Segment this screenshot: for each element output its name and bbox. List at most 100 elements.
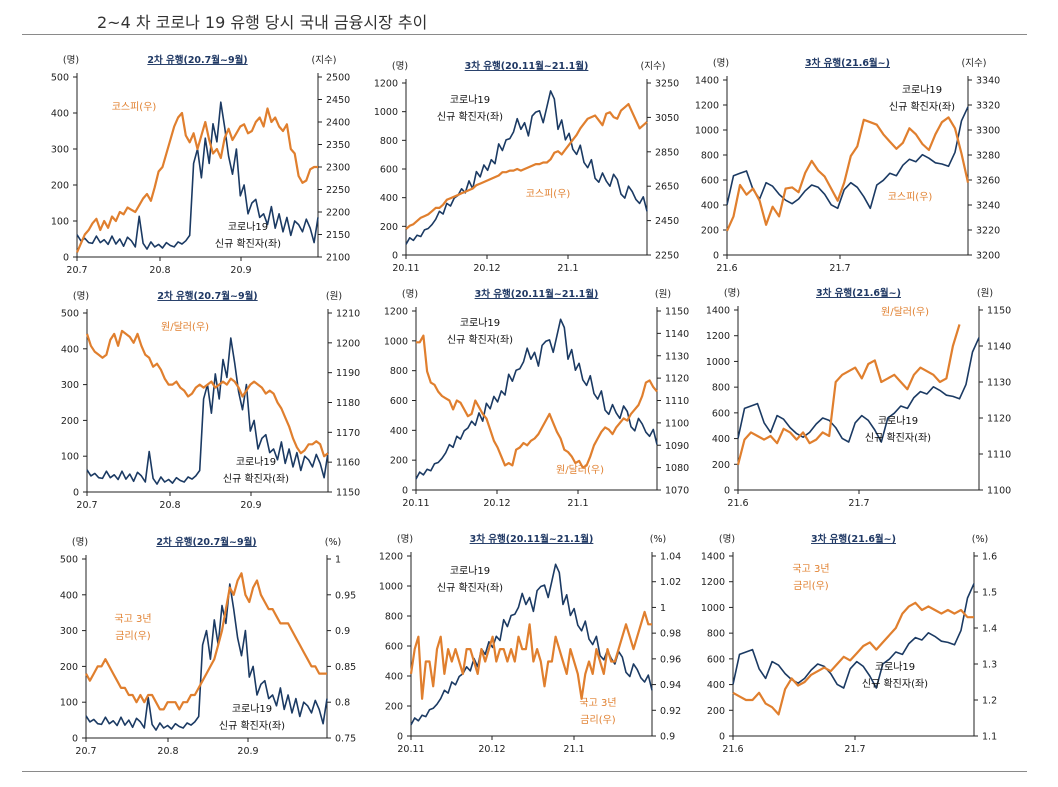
left-tick-label: 500 [60, 555, 78, 566]
cases-series-line [737, 337, 980, 443]
market-series-line [85, 329, 329, 458]
right-tick-label: 0.8 [335, 698, 350, 709]
panel-title: 2차 유행(20.7월~9월) [157, 290, 257, 302]
right-tick-label: 2450 [326, 95, 350, 106]
left-unit-label: (명) [63, 55, 79, 66]
right-tick-label: 1120 [665, 374, 689, 385]
panel-title: 3차 유행(20.11월~21.1월) [470, 533, 594, 545]
right-tick-label: 1100 [665, 418, 689, 429]
cases-series-line [85, 583, 328, 731]
market-series-label: 금리(우) [115, 630, 151, 642]
left-tick-label: 1200 [706, 331, 730, 342]
right-tick-label: 1150 [336, 488, 360, 499]
right-tick-label: 1.02 [660, 577, 681, 588]
right-tick-label: 1.3 [982, 660, 997, 671]
left-tick-label: 800 [701, 151, 719, 162]
right-tick-label: 3200 [976, 251, 1000, 262]
right-tick-label: 0.85 [335, 662, 356, 673]
market-series-label: 코스피(우) [526, 188, 571, 200]
left-tick-label: 1000 [379, 582, 403, 593]
right-tick-label: 1 [660, 603, 666, 614]
right-tick-label: 1170 [336, 428, 360, 439]
right-tick-label: 1.5 [982, 588, 997, 599]
left-tick-label: 1000 [695, 126, 719, 137]
x-tick-label: 21.6 [727, 498, 748, 509]
right-tick-label: 2450 [655, 216, 679, 227]
right-tick-label: 3220 [976, 226, 1000, 237]
right-tick-label: 0.96 [660, 654, 681, 665]
left-tick-label: 200 [712, 460, 730, 471]
chart-panel-p6: 1400 1200 1000 800 600 400 200 0 1150 1140 1130 112… [706, 287, 1011, 509]
right-tick-label: 0.9 [660, 732, 675, 743]
left-unit-label: (명) [73, 291, 89, 302]
left-tick-label: 600 [707, 654, 725, 665]
cases-series-label: 신규 확진자(좌) [219, 720, 285, 732]
left-tick-label: 400 [701, 201, 719, 212]
right-tick-label: 1.04 [660, 552, 681, 563]
page-title: 2~4 차 코로나 19 유행 당시 국내 금융시장 추이 [97, 13, 428, 32]
left-tick-label: 0 [73, 488, 79, 499]
left-tick-label: 1200 [384, 307, 408, 318]
chart-panel-p4: 500 400 300 200 100 0 1210 1200 1190 1180 1170 1160… [61, 290, 360, 511]
left-tick-label: 400 [51, 109, 69, 120]
left-tick-label: 300 [51, 145, 69, 156]
left-tick-label: 100 [51, 217, 69, 228]
x-tick-label: 20.12 [478, 744, 505, 755]
cases-series-label: 코로나19 [875, 661, 915, 673]
x-tick-label: 20.7 [76, 500, 97, 511]
left-tick-label: 200 [390, 456, 408, 467]
right-tick-label: 1160 [336, 458, 360, 469]
x-tick-label: 20.7 [66, 265, 87, 276]
right-tick-label: 2200 [326, 208, 350, 219]
right-unit-label: (%) [972, 534, 988, 545]
left-tick-label: 1200 [695, 101, 719, 112]
market-series-label: 코스피(우) [888, 191, 933, 203]
cases-series-line [732, 583, 975, 689]
right-tick-label: 3260 [976, 176, 1000, 187]
left-tick-label: 500 [61, 309, 79, 320]
market-series-line [75, 107, 318, 253]
left-tick-label: 600 [385, 642, 403, 653]
right-tick-label: 1070 [665, 486, 689, 497]
cases-series-label: 코로나19 [232, 703, 272, 715]
left-tick-label: 1200 [701, 577, 725, 588]
panel-title: 3차 유행(21.6월~) [811, 533, 896, 545]
x-tick-label: 20.9 [237, 746, 258, 757]
x-tick-label: 20.8 [157, 746, 178, 757]
x-tick-label: 20.11 [397, 744, 424, 755]
chart-panel-p1: 500 400 300 200 100 0 2500 2450 2400 2350 2300 2250… [51, 54, 350, 276]
left-tick-label: 500 [51, 73, 69, 84]
x-tick-label: 21.6 [722, 744, 743, 755]
left-unit-label: (명) [402, 289, 418, 300]
cases-series-label: 코로나19 [450, 565, 490, 577]
right-tick-label: 1 [335, 555, 341, 566]
right-tick-label: 1140 [665, 329, 689, 340]
x-tick-label: 20.9 [230, 265, 251, 276]
cases-series-label: 코로나19 [878, 415, 918, 427]
right-unit-label: (%) [650, 534, 666, 545]
right-tick-label: 1090 [665, 441, 689, 452]
right-tick-label: 3300 [976, 126, 1000, 137]
market-series-line [405, 102, 648, 230]
x-tick-label: 21.7 [848, 498, 869, 509]
right-unit-label: (%) [325, 537, 341, 548]
right-tick-label: 1080 [665, 463, 689, 474]
left-tick-label: 400 [60, 590, 78, 601]
right-tick-label: 0.98 [660, 629, 681, 640]
bottom-divider [22, 771, 1027, 772]
panel-title: 3차 유행(21.6월~) [816, 287, 901, 299]
right-tick-label: 1180 [336, 398, 360, 409]
cases-series-label: 신규 확진자(좌) [447, 334, 513, 346]
market-series-label: 금리(우) [580, 714, 616, 726]
right-tick-label: 0.75 [335, 734, 356, 745]
market-series-label: 코스피(우) [112, 101, 157, 113]
right-tick-label: 2850 [655, 147, 679, 158]
market-series-line [85, 572, 327, 711]
x-tick-label: 21.7 [829, 263, 850, 274]
left-tick-label: 0 [724, 486, 730, 497]
right-tick-label: 3340 [976, 76, 1000, 87]
right-tick-label: 0.92 [660, 706, 681, 717]
left-unit-label: (명) [392, 61, 408, 72]
left-tick-label: 200 [707, 706, 725, 717]
cases-series-label: 신규 확진자(좌) [215, 238, 281, 250]
